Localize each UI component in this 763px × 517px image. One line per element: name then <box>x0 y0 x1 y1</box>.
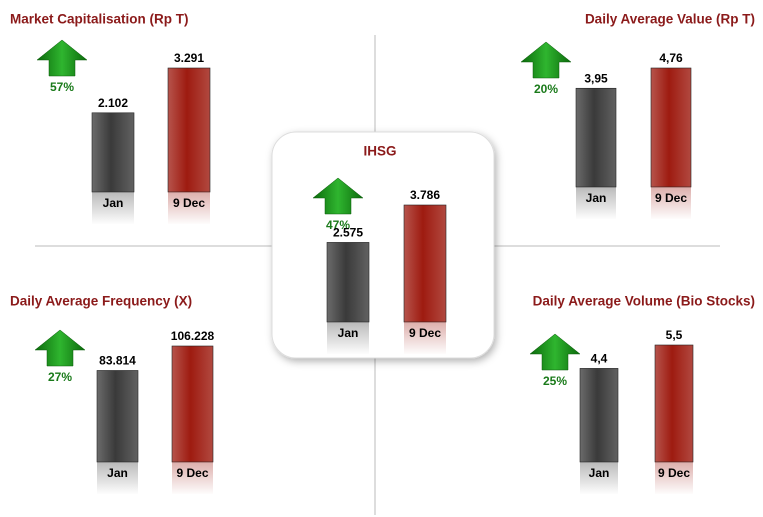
change-label: 47% <box>326 218 350 232</box>
chart-title: Daily Average Frequency (X) <box>10 294 192 309</box>
reflection-fade <box>167 192 211 225</box>
chart-title: Market Capitalisation (Rp T) <box>10 12 189 27</box>
reflection-fade <box>579 462 619 495</box>
category-label: Jan <box>103 196 124 210</box>
reflection-fade <box>575 187 617 220</box>
reflection-fade <box>326 322 370 355</box>
value-label: 4,4 <box>591 352 608 366</box>
chart-title: Daily Average Volume (Bio Stocks) <box>533 294 755 309</box>
change-label: 57% <box>50 80 74 94</box>
category-label: Jan <box>589 466 610 480</box>
bar <box>171 345 214 463</box>
chart-title: Daily Average Value (Rp T) <box>585 12 755 27</box>
change-arrow <box>36 39 88 77</box>
reflection-fade <box>654 462 694 495</box>
category-label: 9 Dec <box>655 191 687 205</box>
change-label: 27% <box>48 370 72 384</box>
value-label: 3.291 <box>174 51 204 65</box>
value-label: 106.228 <box>171 329 215 343</box>
change-label: 25% <box>543 374 567 388</box>
bar <box>167 67 211 193</box>
change-arrow <box>34 329 86 367</box>
center-panel <box>271 131 495 359</box>
category-label: Jan <box>107 466 128 480</box>
category-label: 9 Dec <box>409 326 441 340</box>
bar <box>96 370 139 463</box>
change-label: 20% <box>534 82 558 96</box>
value-label: 5,5 <box>666 328 683 342</box>
change-arrow <box>312 177 364 215</box>
bar <box>91 112 135 193</box>
category-label: 9 Dec <box>173 196 205 210</box>
value-label: 4,76 <box>659 51 683 65</box>
reflection-fade <box>650 187 692 220</box>
reflection-fade <box>171 462 214 495</box>
value-label: 3.786 <box>410 188 440 202</box>
value-label: 3,95 <box>584 71 608 85</box>
bar <box>575 87 617 188</box>
change-arrow <box>520 41 572 79</box>
category-label: Jan <box>586 191 607 205</box>
reflection-fade <box>96 462 139 495</box>
bar <box>650 67 692 188</box>
change-arrow <box>529 333 581 371</box>
bar <box>403 204 447 323</box>
bar <box>326 242 370 323</box>
reflection-fade <box>91 192 135 225</box>
category-label: Jan <box>338 326 359 340</box>
category-label: 9 Dec <box>176 466 208 480</box>
value-label: 83.814 <box>99 354 136 368</box>
value-label: 2.575 <box>333 226 363 240</box>
category-label: 9 Dec <box>658 466 690 480</box>
bar <box>579 368 619 463</box>
reflection-fade <box>403 322 447 355</box>
bar <box>654 344 694 463</box>
chart-title: IHSG <box>363 144 396 159</box>
value-label: 2.102 <box>98 96 128 110</box>
